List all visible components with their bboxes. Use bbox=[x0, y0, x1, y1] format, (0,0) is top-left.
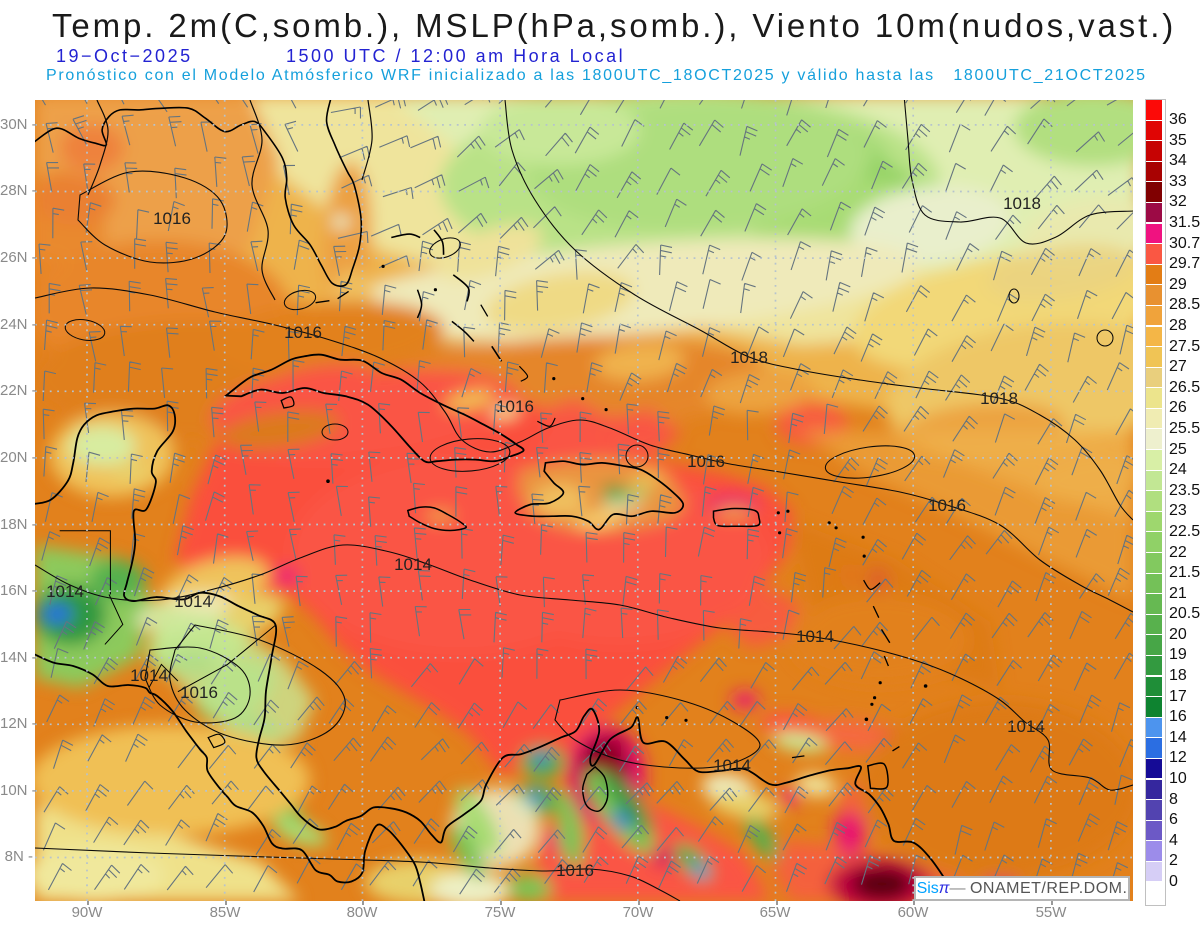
svg-text:1016: 1016 bbox=[928, 496, 966, 515]
svg-text:1016: 1016 bbox=[556, 861, 594, 880]
svg-text:1018: 1018 bbox=[730, 348, 768, 367]
svg-text:1016: 1016 bbox=[284, 323, 322, 342]
svg-text:1014: 1014 bbox=[174, 592, 212, 611]
svg-text:1018: 1018 bbox=[980, 389, 1018, 408]
svg-text:1014: 1014 bbox=[713, 756, 751, 775]
svg-text:1016: 1016 bbox=[496, 397, 534, 416]
svg-text:1018: 1018 bbox=[1003, 194, 1041, 213]
svg-text:1016: 1016 bbox=[180, 683, 218, 702]
svg-text:1014: 1014 bbox=[130, 666, 168, 685]
svg-text:1016: 1016 bbox=[153, 209, 191, 228]
svg-text:1014: 1014 bbox=[796, 627, 834, 646]
svg-text:1014: 1014 bbox=[394, 555, 432, 574]
svg-text:1016: 1016 bbox=[687, 452, 725, 471]
svg-text:1014: 1014 bbox=[1007, 717, 1045, 736]
